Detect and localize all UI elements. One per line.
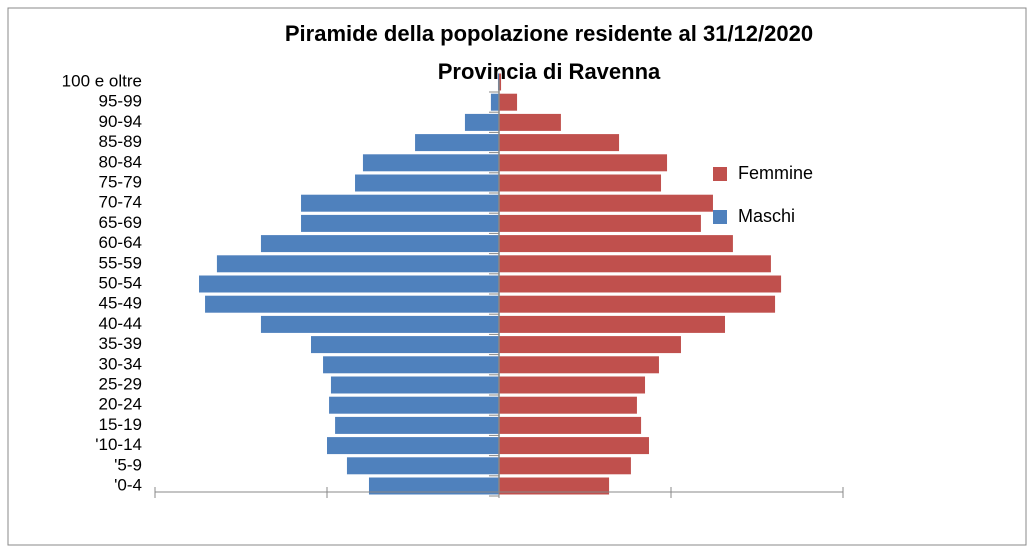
bar (311, 336, 499, 354)
bar (301, 194, 499, 212)
chart-title: Piramide della popolazione residente al … (285, 21, 813, 46)
bar (335, 416, 499, 434)
legend-label: Femmine (738, 163, 813, 183)
bar (327, 437, 499, 455)
bar (499, 295, 776, 313)
bar (499, 336, 681, 354)
bar (362, 154, 499, 172)
bar (499, 396, 637, 414)
bar (301, 214, 499, 232)
bar (499, 275, 782, 293)
bar (499, 255, 771, 273)
bar (499, 437, 649, 455)
bar (329, 396, 499, 414)
bar (499, 416, 642, 434)
y-tick-label: '10-14 (95, 435, 142, 454)
bar (464, 113, 499, 131)
y-tick-label: 65-69 (99, 213, 142, 232)
bar (499, 113, 561, 131)
y-tick-label: 70-74 (99, 193, 142, 212)
bar (355, 174, 499, 192)
bar (499, 154, 668, 172)
bar (205, 295, 499, 313)
bar (323, 356, 499, 374)
bar (499, 214, 701, 232)
chart-subtitle: Provincia di Ravenna (438, 59, 661, 84)
bar (260, 315, 499, 333)
y-tick-label: 55-59 (99, 253, 142, 272)
bar (346, 457, 499, 475)
bar (499, 134, 620, 152)
y-tick-label: 95-99 (99, 92, 142, 111)
bar (499, 174, 662, 192)
bar (499, 235, 733, 253)
y-tick-label: 80-84 (99, 152, 142, 171)
bar (499, 477, 610, 495)
y-tick-label: 60-64 (99, 233, 142, 252)
bar (499, 315, 726, 333)
y-tick-label: 20-24 (99, 395, 142, 414)
y-tick-label: 50-54 (99, 273, 142, 292)
y-tick-label: 35-39 (99, 334, 142, 353)
y-tick-label: 25-29 (99, 374, 142, 393)
y-tick-label: 75-79 (99, 172, 142, 191)
bar (216, 255, 500, 273)
bar (490, 93, 499, 111)
y-tick-label: 30-34 (99, 354, 142, 373)
bar (499, 93, 518, 111)
bar (499, 457, 631, 475)
y-tick-label: '0-4 (114, 475, 142, 494)
bar (330, 376, 499, 394)
bar (499, 194, 713, 212)
y-tick-label: 15-19 (99, 415, 142, 434)
y-tick-label: 40-44 (99, 314, 142, 333)
y-tick-label: 90-94 (99, 112, 142, 131)
legend-label: Maschi (738, 206, 795, 226)
bar (260, 235, 499, 253)
y-tick-label: 100 e oltre (62, 71, 142, 90)
bar (368, 477, 499, 495)
bar (499, 356, 659, 374)
y-tick-label: '5-9 (114, 455, 142, 474)
legend-swatch (713, 167, 727, 181)
y-tick-label: 45-49 (99, 294, 142, 313)
y-tick-label: 85-89 (99, 132, 142, 151)
bar (415, 134, 499, 152)
bar (199, 275, 500, 293)
bar (499, 73, 502, 91)
bar (499, 376, 646, 394)
legend-swatch (713, 210, 727, 224)
